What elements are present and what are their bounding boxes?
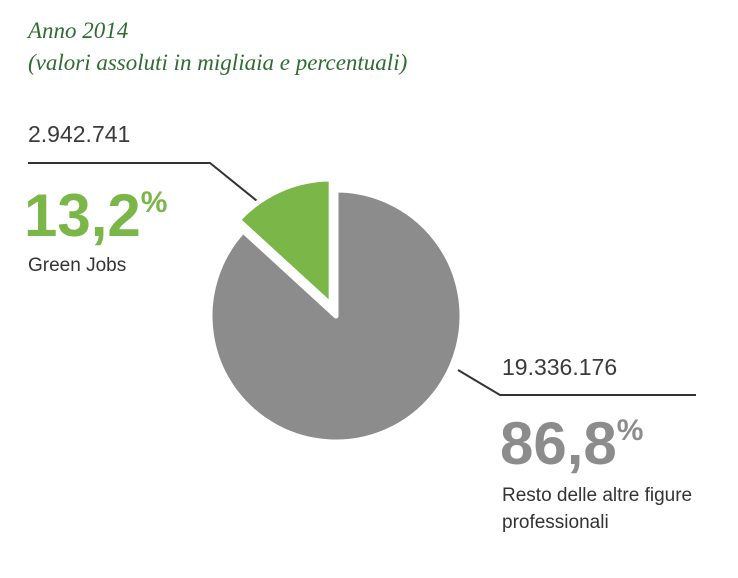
value-label: 13,2% [24,182,167,249]
category-label: Green Jobs [28,255,127,276]
pie-slice [235,176,334,308]
category-label: Resto delle altre figure professionali [502,485,693,533]
absolute-label: 2.942.741 [28,121,130,147]
leader-line [457,369,696,396]
chart-subtitle: (valori assoluti in migliaia e percentua… [28,50,407,75]
absolute-label: 19.336.176 [502,354,617,380]
pie-slice [207,187,465,445]
value-label: 86,8% [500,410,643,477]
leader-line [28,162,263,206]
chart-title: Anno 2014 [26,18,128,43]
